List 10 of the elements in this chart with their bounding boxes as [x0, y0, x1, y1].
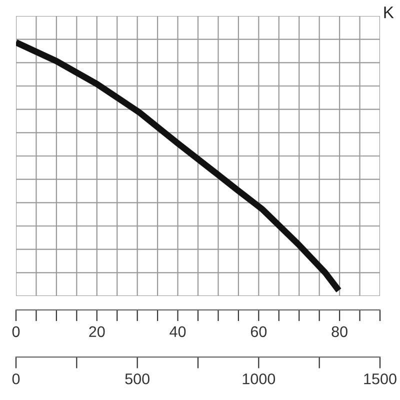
x-tick-label: 20 [89, 326, 105, 338]
text: K [384, 6, 394, 18]
x2-tick-label: 1500 [364, 373, 396, 384]
x-tick-label: 0 [12, 326, 20, 338]
x2-tick-label: 0 [12, 373, 20, 384]
x-tick-label: 60 [250, 326, 267, 338]
x-tick-label: 40 [170, 326, 186, 338]
x-tick-label: 80 [332, 326, 348, 338]
x2-tick-label: 500 [125, 373, 150, 384]
x2-tick-label: 1000 [242, 373, 276, 384]
